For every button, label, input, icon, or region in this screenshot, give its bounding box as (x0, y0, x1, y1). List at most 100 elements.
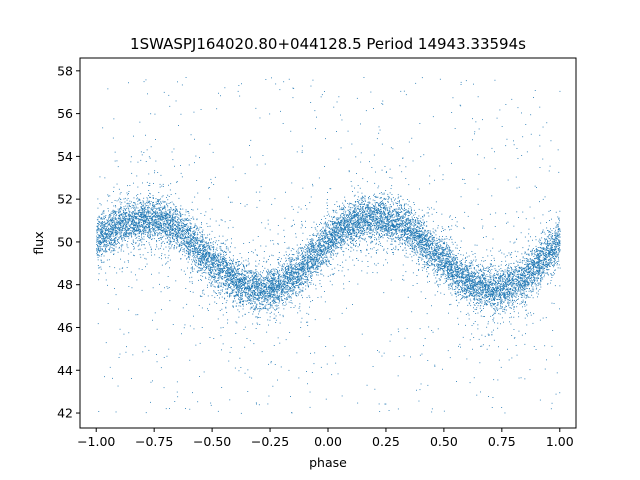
data-point (351, 143, 353, 145)
data-point (159, 237, 161, 238)
data-point (547, 248, 549, 249)
data-point (113, 249, 115, 251)
data-point (229, 277, 231, 279)
data-point (423, 251, 425, 252)
data-point (261, 296, 263, 298)
data-point (394, 227, 396, 229)
data-point (329, 240, 330, 242)
data-point (358, 238, 359, 240)
data-point (232, 281, 233, 283)
data-point (481, 285, 483, 287)
data-point (113, 186, 115, 188)
data-point (520, 278, 522, 280)
data-point (138, 222, 139, 224)
data-point (459, 146, 461, 147)
data-point (140, 214, 141, 216)
data-point (489, 279, 491, 281)
data-point (498, 313, 500, 315)
data-point (357, 259, 359, 261)
data-point (417, 244, 419, 246)
data-point (136, 229, 137, 231)
data-point (373, 213, 375, 215)
data-point (426, 242, 428, 244)
data-point (135, 216, 136, 218)
data-point (406, 239, 407, 241)
data-point (366, 210, 368, 212)
data-point (349, 217, 351, 219)
data-point (312, 257, 314, 259)
data-point (459, 270, 461, 272)
data-point (415, 234, 417, 236)
data-point (459, 276, 461, 278)
data-point (162, 217, 164, 218)
data-point (155, 210, 156, 212)
data-point (536, 292, 538, 294)
data-point (287, 276, 289, 277)
data-point (126, 228, 128, 230)
data-point (109, 215, 111, 217)
data-point (119, 236, 121, 238)
data-point (551, 243, 553, 245)
data-point (512, 283, 514, 284)
data-point (386, 235, 388, 236)
data-point (113, 214, 115, 216)
data-point (185, 229, 187, 231)
data-point (205, 267, 207, 268)
data-point (263, 296, 265, 298)
data-point (530, 312, 531, 314)
data-point (434, 259, 436, 261)
data-point (243, 270, 245, 272)
data-point (360, 216, 362, 218)
data-point (247, 286, 249, 287)
data-point (208, 273, 210, 275)
data-point (348, 281, 350, 282)
data-point (249, 289, 251, 291)
data-point (253, 297, 255, 299)
data-point (125, 234, 127, 236)
data-point (283, 288, 285, 289)
data-point (412, 285, 414, 286)
data-point (207, 295, 209, 297)
data-point (349, 227, 351, 228)
data-point (169, 237, 171, 239)
data-point (530, 270, 532, 272)
data-point (103, 240, 104, 242)
data-point (410, 245, 411, 246)
data-point (449, 274, 450, 276)
data-point (332, 232, 334, 233)
data-point (229, 258, 231, 260)
data-point (238, 277, 240, 279)
data-point (183, 243, 184, 245)
data-point (284, 278, 286, 279)
data-point (270, 274, 272, 276)
data-point (196, 236, 198, 238)
data-point (330, 242, 331, 244)
data-point (433, 252, 435, 254)
data-point (163, 218, 164, 220)
data-point (207, 258, 209, 260)
data-point (214, 276, 215, 278)
data-point (255, 107, 257, 109)
data-point (363, 204, 365, 205)
data-point (203, 254, 205, 256)
data-point (129, 228, 131, 229)
data-point (179, 235, 181, 236)
data-point (163, 248, 165, 250)
data-point (258, 404, 260, 406)
data-point (326, 236, 328, 238)
data-point (327, 205, 328, 206)
data-point (298, 283, 300, 285)
data-point (319, 239, 320, 241)
data-point (298, 274, 300, 276)
data-point (322, 237, 324, 239)
data-point (99, 241, 101, 243)
data-point (427, 275, 428, 277)
data-point (298, 277, 300, 279)
data-point (170, 227, 172, 229)
data-point (463, 268, 465, 270)
data-point (528, 228, 530, 230)
data-point (216, 259, 218, 261)
data-point (284, 277, 286, 279)
data-point (220, 264, 222, 266)
data-point (418, 244, 420, 246)
